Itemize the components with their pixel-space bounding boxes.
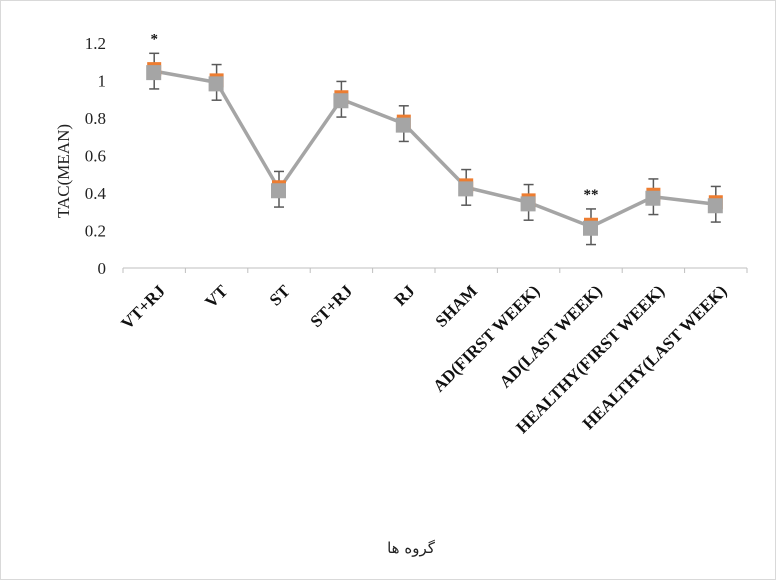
y-tick-label: 0.8 — [85, 109, 106, 128]
x-category-label: SHAM — [432, 281, 481, 330]
x-category-label: ST — [266, 281, 295, 310]
x-category-label: VT — [201, 281, 232, 312]
y-tick-label: 0.4 — [85, 184, 107, 203]
series-line — [153, 69, 717, 229]
x-axis-label: گروه ها — [387, 539, 436, 557]
significance-marker: ** — [584, 187, 599, 203]
y-axis: 0 0.2 0.4 0.6 0.8 1 1.2 — [85, 34, 107, 278]
y-tick-label: 0.6 — [85, 147, 106, 166]
x-category-label: RJ — [390, 281, 418, 309]
y-tick-label: 1.2 — [85, 34, 106, 53]
data-point-marker — [208, 76, 224, 92]
data-point-marker — [458, 181, 474, 197]
annotation-group: *** — [150, 31, 598, 203]
y-tick-label: 0.2 — [85, 222, 106, 241]
x-category-label: AD(FIRST WEEK) — [429, 281, 543, 395]
y-axis-label: TAC(MEAN) — [54, 124, 73, 218]
significance-marker: * — [150, 31, 158, 47]
x-category-label: VT+RJ — [117, 281, 169, 333]
series-group — [146, 52, 723, 246]
data-point-marker — [645, 190, 661, 206]
data-point-marker — [520, 196, 536, 212]
y-tick-label: 0 — [98, 259, 107, 278]
data-point-marker — [146, 65, 162, 81]
data-point-marker — [707, 198, 723, 214]
data-point-marker — [333, 93, 349, 109]
data-point-marker — [271, 183, 286, 199]
x-category-label: ST+RJ — [307, 281, 357, 331]
data-point-marker — [395, 117, 411, 133]
data-point-marker — [583, 220, 598, 236]
y-tick-label: 1 — [98, 72, 107, 91]
